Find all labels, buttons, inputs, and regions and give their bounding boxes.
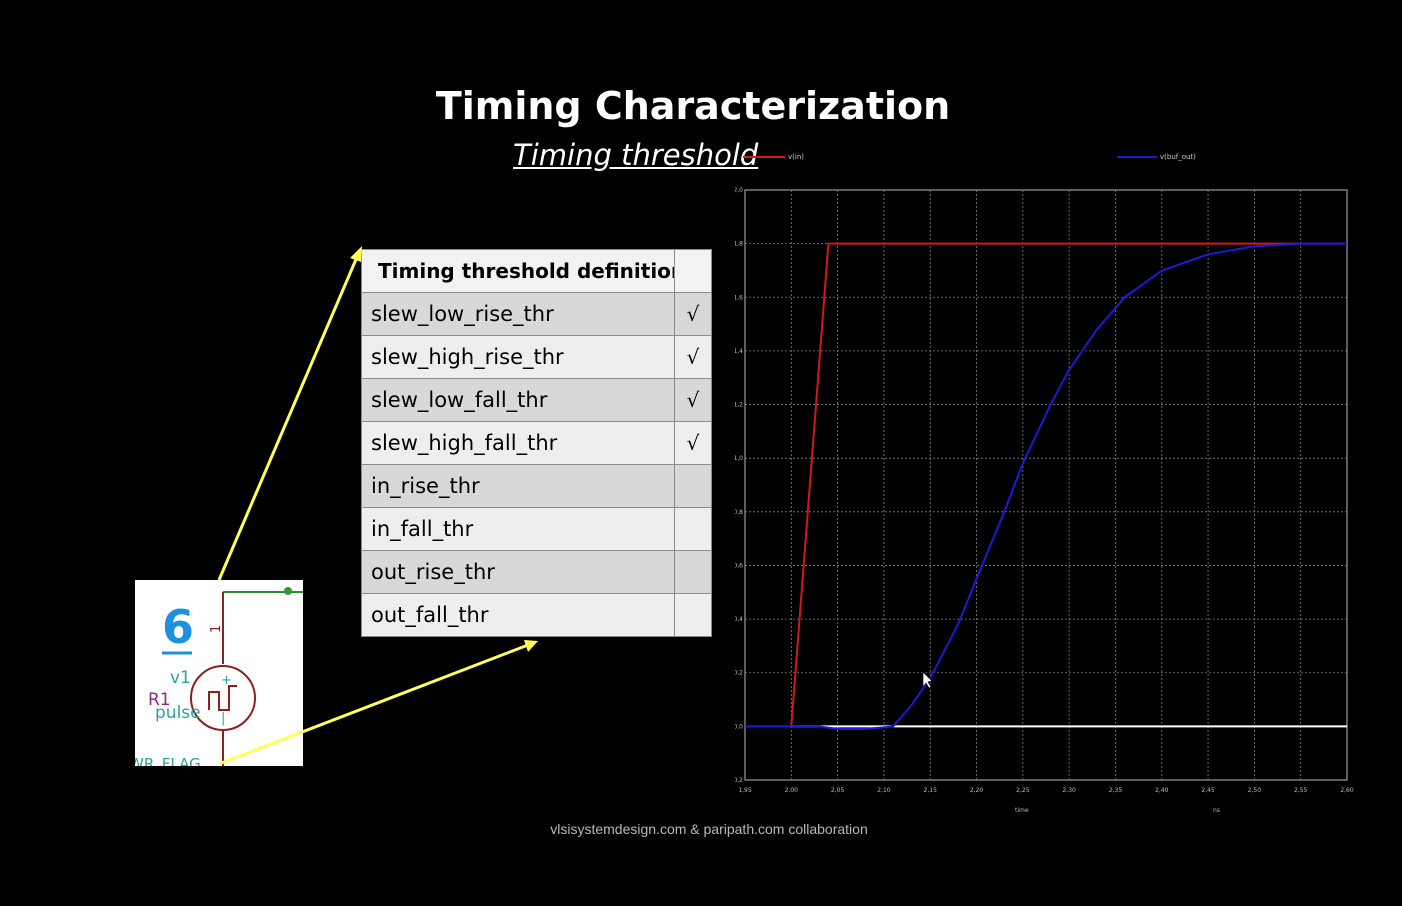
mouse-cursor-icon [922, 671, 933, 689]
slide-title: Timing Characterization [435, 84, 951, 128]
plot-border [744, 189, 1348, 781]
arrow-head-icon [524, 640, 538, 652]
arrow-head-icon [350, 246, 362, 262]
y-tick-label: -0,2 [735, 777, 743, 784]
x-tick-label: 2,00 [785, 787, 799, 794]
x-tick-label: 2,35 [1109, 787, 1123, 794]
pin-number: 1 [209, 625, 224, 633]
check-mark: √ [674, 335, 712, 379]
callout-arrow-top [217, 256, 359, 581]
footer-credit: vlsisystemdesign.com & paripath.com coll… [550, 821, 868, 837]
y-tick-label: 0,8 [735, 509, 743, 516]
x-tick-label: 2,20 [970, 787, 984, 794]
source-type: pulse [155, 703, 201, 723]
flag-label: WR_FLAG [135, 755, 201, 766]
y-tick-label: 1,8 [735, 241, 743, 248]
x-tick-label: 1,95 [738, 787, 752, 794]
check-mark [674, 507, 712, 551]
table-row: slew_low_rise_thr √ [361, 292, 712, 336]
y-tick-label: 1,0 [735, 455, 743, 462]
schematic-snippet: + | 6 1 v1 R1 pulse WR_FLAG [135, 580, 303, 766]
threshold-table: Timing threshold definitions slew_low_ri… [361, 249, 712, 637]
check-mark [674, 593, 712, 637]
series-line-v-buf-out [745, 242, 1347, 730]
y-tick-label: 0,0 [735, 723, 743, 730]
schematic-number: 6 [162, 600, 194, 654]
check-mark: √ [674, 421, 712, 465]
plot-frame [744, 189, 1348, 781]
y-tick-label: 1,4 [735, 348, 743, 355]
y-tick-label: 0,4 [735, 616, 743, 623]
x-tick-label: 2,30 [1062, 787, 1076, 794]
vertical-grid [790, 190, 1302, 780]
pulse-waveform-icon [208, 685, 237, 711]
x-tick-label: 2,55 [1294, 787, 1308, 794]
source-name: v1 [170, 668, 191, 688]
y-tick-label: 0,6 [735, 562, 743, 569]
x-tick-labels: 1,95 2,00 2,05 2,10 2,15 2,20 2,25 2,30 2,35 2,40… [738, 787, 1354, 794]
x-tick-label: 2,25 [1016, 787, 1030, 794]
row-name: in_rise_thr [361, 464, 675, 508]
series-line-v-in [745, 242, 1347, 728]
x-tick-label: 2,45 [1201, 787, 1215, 794]
check-mark [674, 550, 712, 594]
table-header-check [674, 249, 712, 293]
plus-sign: + [221, 673, 232, 688]
x-tick-label: 2,40 [1155, 787, 1169, 794]
check-mark: √ [674, 378, 712, 422]
x-tick-label: 2,15 [924, 787, 938, 794]
table-row: slew_low_fall_thr √ [361, 378, 712, 422]
table-row: slew_high_fall_thr √ [361, 421, 712, 465]
table-header: Timing threshold definitions [361, 249, 675, 293]
legend-label-v-buf-out: v(buf_out) [1160, 153, 1196, 161]
waveform-plot: 1,95 2,00 2,05 2,10 2,15 2,20 2,25 2,30 2,35 2,40… [735, 153, 1354, 814]
table-header-row: Timing threshold definitions [361, 249, 712, 293]
x-tick-label: 2,60 [1340, 787, 1354, 794]
table-row: out_fall_thr [361, 593, 712, 637]
horizontal-grid [745, 243, 1347, 727]
resistor-name: R1 [148, 690, 171, 710]
x-tick-label: 2,50 [1248, 787, 1262, 794]
table-row: out_rise_thr [361, 550, 712, 594]
x-axis-unit: ns [1213, 807, 1220, 814]
row-name: slew_low_fall_thr [361, 378, 675, 422]
wire-junction [284, 587, 292, 595]
table-row: in_rise_thr [361, 464, 712, 508]
y-tick-labels: -0,2 0,0 0,2 0,4 0,6 0,8 1,0 1,2 1,4 1,6 1,8 2,0 [735, 187, 743, 784]
row-name: slew_low_rise_thr [361, 292, 675, 336]
row-name: out_rise_thr [361, 550, 675, 594]
check-mark [674, 464, 712, 508]
callout-arrow-bottom [218, 643, 529, 766]
x-tick-label: 2,10 [877, 787, 891, 794]
schematic-drawing: + | 6 1 v1 R1 pulse WR_FLAG [135, 587, 303, 766]
row-name: slew_high_fall_thr [361, 421, 675, 465]
x-tick-label: 2,05 [831, 787, 845, 794]
y-tick-label: 1,6 [735, 294, 743, 301]
legend-label-v-in: v(in) [788, 153, 804, 161]
x-axis-label: time [1015, 807, 1029, 814]
y-tick-label: 1,2 [735, 402, 743, 409]
row-name: out_fall_thr [361, 593, 675, 637]
y-tick-label: 2,0 [735, 187, 743, 194]
slide-subtitle: Timing threshold [513, 138, 759, 172]
y-tick-label: 0,2 [735, 670, 743, 677]
minus-sign: | [221, 711, 225, 726]
